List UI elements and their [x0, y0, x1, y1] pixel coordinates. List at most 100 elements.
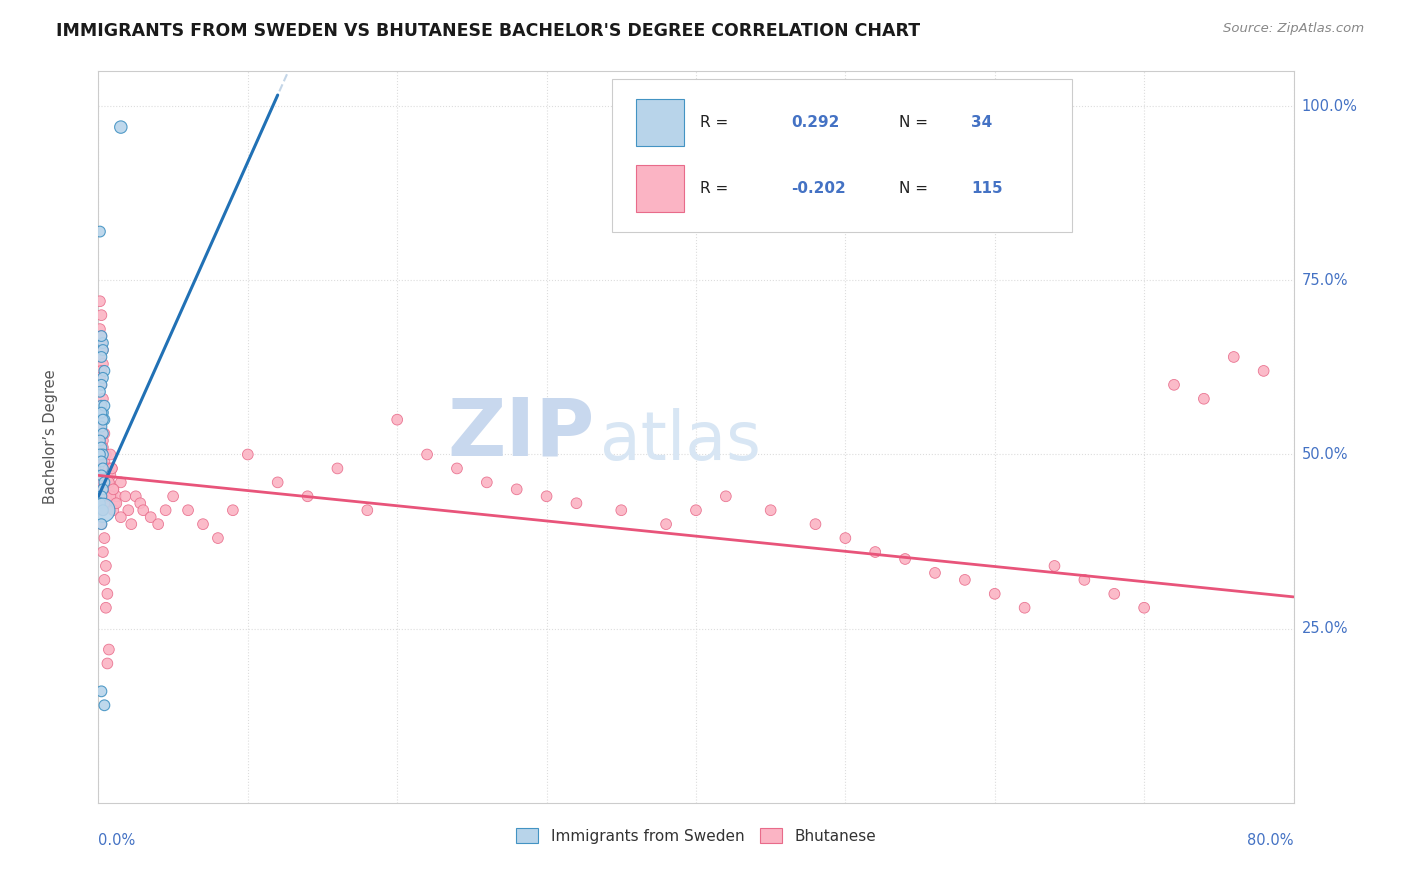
Point [103, 483, 125, 497]
Point [1163, 377, 1185, 392]
Point [1073, 573, 1095, 587]
Point [89, 371, 111, 385]
Point [236, 448, 259, 462]
Point [97, 475, 120, 490]
Point [207, 531, 229, 545]
Point [1043, 558, 1066, 573]
Point [93, 475, 115, 490]
Point [91, 448, 114, 462]
Point [91, 371, 114, 385]
Point [101, 461, 124, 475]
Point [148, 517, 170, 532]
Point [97, 475, 120, 490]
Point [104, 496, 127, 510]
Point [93, 698, 115, 713]
Point [89, 225, 111, 239]
Bar [637, 165, 685, 212]
Point [446, 461, 468, 475]
Point [125, 489, 148, 503]
Point [91, 503, 114, 517]
Point [98, 489, 122, 503]
Point [90, 461, 112, 475]
Point [90, 684, 112, 698]
Point [91, 343, 114, 357]
Bar [637, 99, 685, 146]
Text: IMMIGRANTS FROM SWEDEN VS BHUTANESE BACHELOR'S DEGREE CORRELATION CHART: IMMIGRANTS FROM SWEDEN VS BHUTANESE BACH… [56, 22, 921, 40]
Point [91, 483, 114, 497]
Point [90, 489, 112, 503]
Point [655, 517, 678, 532]
Point [610, 503, 633, 517]
Point [155, 503, 177, 517]
Point [1014, 600, 1036, 615]
Point [98, 448, 122, 462]
Point [475, 475, 498, 490]
Point [89, 496, 111, 510]
Point [222, 503, 245, 517]
Point [90, 441, 112, 455]
Point [297, 489, 319, 503]
Point [93, 461, 115, 475]
Point [110, 120, 132, 134]
Point [114, 489, 136, 503]
Point [326, 461, 349, 475]
Text: 75.0%: 75.0% [1302, 273, 1348, 288]
Point [90, 517, 112, 532]
Point [91, 461, 114, 475]
Point [90, 419, 112, 434]
Point [101, 489, 124, 503]
Point [1133, 600, 1156, 615]
Point [91, 489, 114, 503]
Point [91, 406, 114, 420]
Point [93, 573, 115, 587]
Point [132, 503, 155, 517]
FancyBboxPatch shape [613, 78, 1073, 232]
Point [94, 448, 117, 462]
Point [1192, 392, 1215, 406]
Point [91, 503, 114, 517]
Point [96, 483, 118, 497]
Point [91, 336, 114, 351]
Point [90, 399, 112, 413]
Point [89, 294, 111, 309]
Point [93, 412, 115, 426]
Point [162, 489, 184, 503]
Point [89, 434, 111, 448]
Point [759, 503, 782, 517]
Point [97, 642, 120, 657]
Point [96, 468, 118, 483]
Point [90, 517, 112, 532]
Point [90, 364, 112, 378]
Point [506, 483, 529, 497]
Point [90, 412, 112, 426]
Point [93, 475, 115, 490]
Point [90, 406, 112, 420]
Text: Bachelor’s Degree: Bachelor’s Degree [44, 370, 58, 504]
Text: R =: R = [700, 115, 728, 130]
Point [90, 377, 112, 392]
Point [94, 461, 117, 475]
Point [94, 558, 117, 573]
Point [894, 552, 917, 566]
Text: 100.0%: 100.0% [1302, 99, 1358, 113]
Point [91, 412, 114, 426]
Point [96, 475, 118, 490]
Point [953, 573, 976, 587]
Point [536, 489, 558, 503]
Point [91, 434, 114, 448]
Text: 25.0%: 25.0% [1302, 621, 1348, 636]
Point [94, 483, 117, 497]
Point [98, 468, 122, 483]
Point [117, 503, 139, 517]
Point [865, 545, 887, 559]
Point [89, 419, 111, 434]
Text: 0.292: 0.292 [792, 115, 839, 130]
Point [91, 503, 114, 517]
Point [93, 468, 115, 483]
Point [924, 566, 946, 580]
Point [98, 489, 122, 503]
Text: R =: R = [700, 181, 728, 196]
Point [91, 441, 114, 455]
Point [90, 329, 112, 343]
Point [177, 503, 200, 517]
